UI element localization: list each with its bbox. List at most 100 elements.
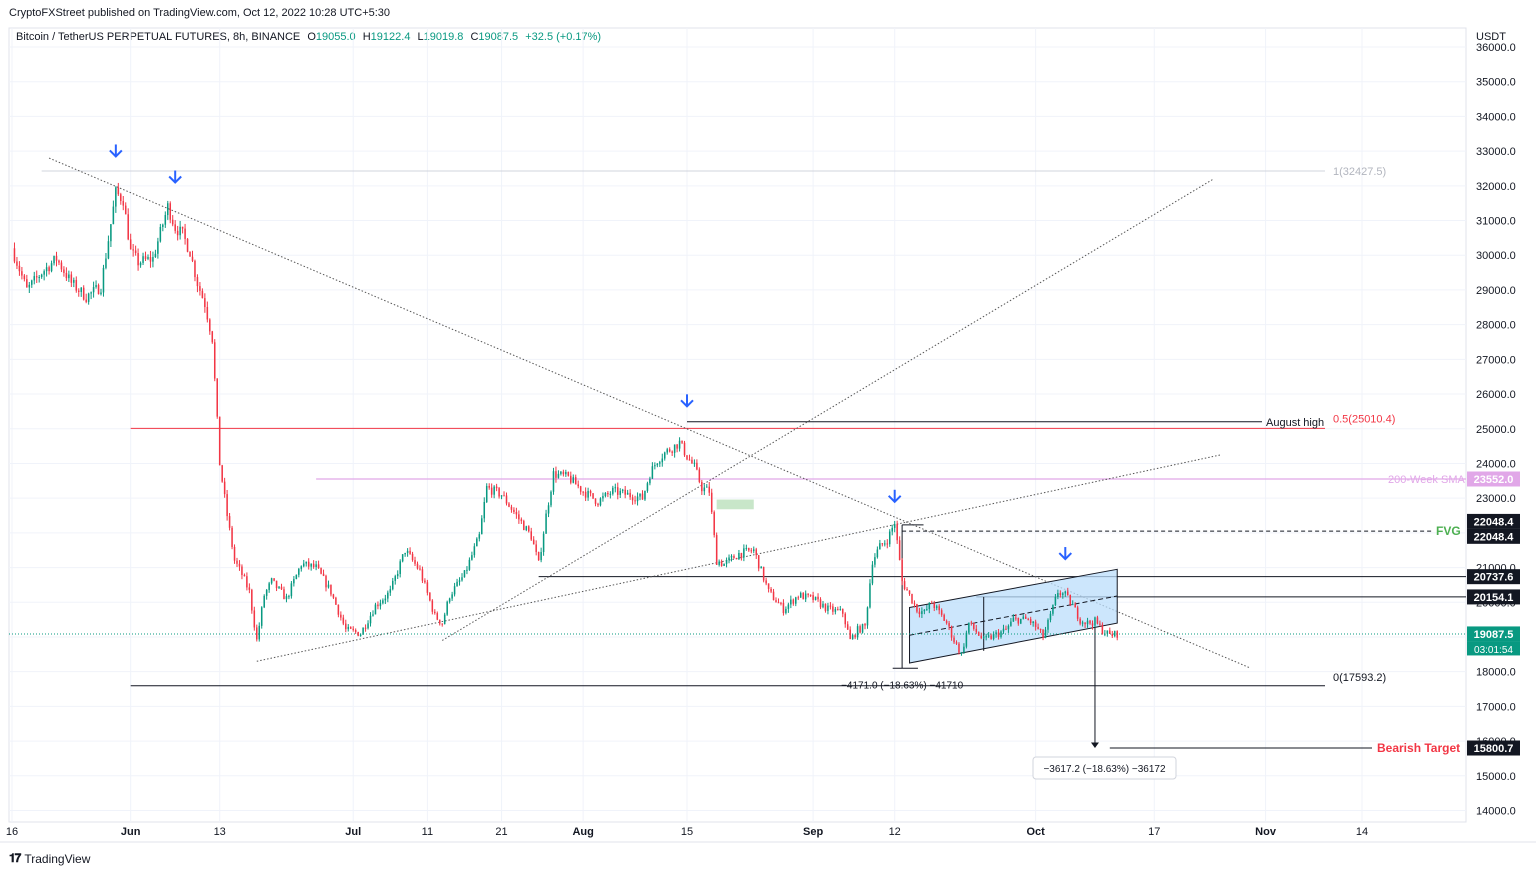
candle [411, 551, 414, 562]
candle [451, 591, 453, 601]
candle-body [518, 514, 520, 520]
candle-body [612, 487, 614, 494]
candle-body [129, 239, 132, 250]
candle [184, 223, 186, 245]
candle [159, 223, 162, 243]
brand-footer[interactable]: 𝟏𝟕 TradingView [9, 851, 90, 866]
candle [698, 467, 701, 484]
candle [209, 318, 211, 335]
candle [896, 520, 898, 544]
high-value: 19122.4 [370, 31, 411, 43]
candle [629, 489, 631, 500]
candle [330, 584, 332, 597]
candle-body [1079, 618, 1081, 624]
candle [545, 509, 547, 534]
candle-body [1104, 633, 1106, 635]
candle-body [330, 584, 332, 595]
candle [312, 560, 315, 569]
candle-body [191, 256, 194, 261]
candle [1054, 593, 1057, 607]
candle [641, 490, 644, 500]
candle [90, 291, 92, 300]
candle-body [357, 631, 359, 636]
candle-body [819, 599, 822, 608]
time-axis[interactable]: 16 Jun 13 Jul 11 21 Aug 15 Sep 12 Oct 17 Nov 14 [6, 826, 1368, 838]
candle [574, 474, 577, 485]
candle-body [392, 580, 394, 590]
high-label: H [362, 31, 371, 43]
candle [686, 455, 688, 461]
candle [666, 447, 668, 455]
candle-body [752, 549, 755, 552]
candle [231, 525, 233, 550]
candle-body [542, 533, 545, 553]
candle-body [171, 219, 174, 225]
candle [384, 594, 387, 604]
sma-label: 200-Week SMA [1388, 474, 1465, 486]
candle-body [735, 558, 738, 560]
candle-body [243, 575, 246, 577]
candle [565, 469, 567, 477]
candle-body [760, 566, 762, 569]
candle [839, 605, 842, 611]
candle [498, 486, 500, 499]
candle-body [574, 477, 577, 485]
candle [60, 260, 63, 273]
candle [510, 504, 513, 513]
candle [1044, 626, 1047, 639]
symbol-name[interactable]: Bitcoin / TetherUS PERPETUAL FUTURES, 8h… [16, 31, 301, 43]
candle [349, 626, 352, 630]
candle-body [673, 444, 676, 453]
candle-body [471, 555, 473, 560]
candle-body [80, 287, 82, 292]
candle-body [851, 635, 854, 640]
candle-body [995, 632, 997, 634]
candle [1074, 602, 1076, 608]
candle [396, 570, 399, 579]
fvg-label: FVG [1436, 524, 1461, 538]
candle-body [231, 527, 233, 547]
candle [471, 551, 473, 561]
candle [16, 256, 18, 270]
candle [70, 271, 73, 287]
candle [169, 201, 172, 224]
candle [940, 608, 943, 617]
candle [26, 274, 28, 288]
candle [152, 251, 154, 268]
candle-body [926, 609, 928, 611]
candle [703, 484, 706, 496]
candle [77, 288, 80, 297]
candle-body [63, 269, 65, 273]
candle-body [859, 626, 861, 633]
candle [23, 274, 26, 282]
candle-body [1027, 618, 1029, 620]
candle-body [958, 643, 960, 653]
candle-body [661, 458, 664, 463]
candle-body [856, 626, 859, 638]
price-axis[interactable]: 14000.015000.016000.017000.018000.019000… [1467, 31, 1520, 818]
candle-body [785, 608, 787, 614]
candle-body [505, 495, 508, 504]
candle [693, 459, 696, 467]
candle [95, 280, 97, 289]
price-tag: 22048.4 [1467, 513, 1520, 529]
candle [404, 552, 406, 557]
candle-body [275, 580, 278, 589]
y-tick-label: 34000.0 [1476, 111, 1516, 123]
candle-body [48, 267, 50, 272]
candle-body [186, 238, 189, 252]
candle [389, 585, 392, 596]
candle [335, 596, 337, 605]
candle [431, 599, 434, 615]
candle [701, 479, 703, 495]
candle [859, 624, 861, 634]
candle-body [1101, 624, 1104, 634]
candle-body [270, 578, 273, 584]
candle [913, 600, 916, 608]
candle-body [980, 635, 982, 639]
candle [191, 250, 194, 263]
candle [139, 261, 142, 268]
x-tick-label: 14 [1356, 826, 1368, 838]
candle [520, 517, 523, 524]
